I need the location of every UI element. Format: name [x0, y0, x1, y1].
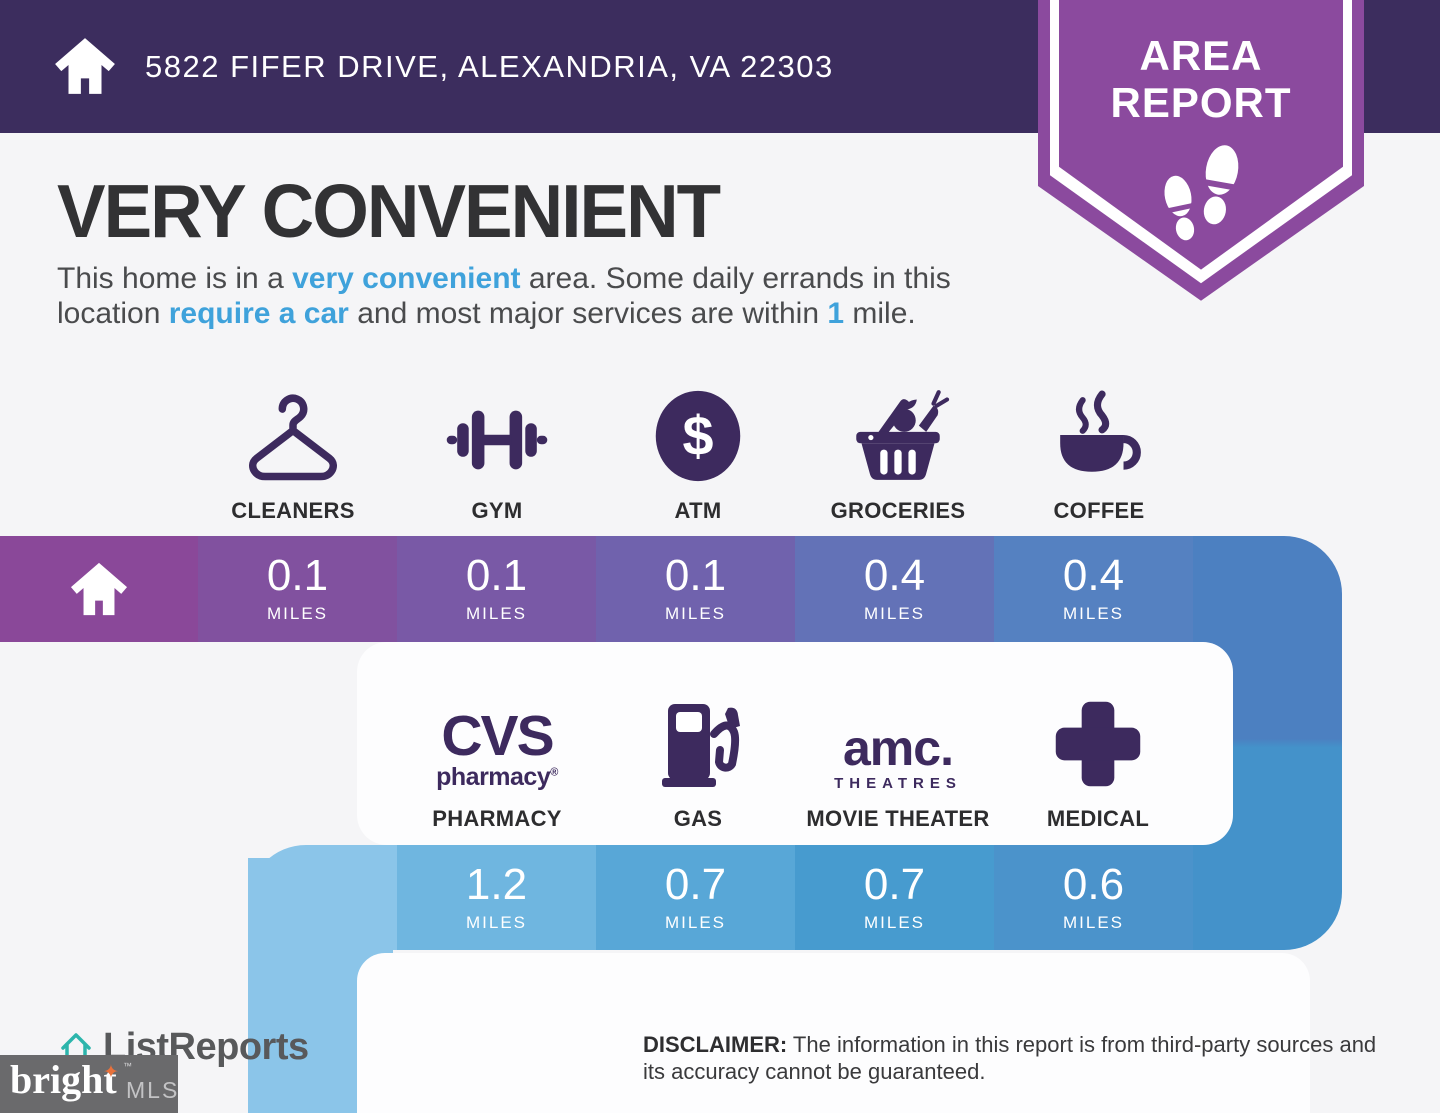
distance-unit: MILES	[664, 604, 727, 623]
home-icon	[55, 38, 115, 94]
trademark-symbol: ™	[123, 1061, 132, 1071]
cvs-pharmacy-logo: CVS pharmacy®	[397, 694, 597, 792]
amenity-label: GAS	[673, 806, 723, 831]
badge-line1: AREA	[1139, 32, 1263, 79]
distance-unit: MILES	[863, 604, 926, 623]
badge-title: AREA REPORT	[1038, 32, 1364, 126]
amenity-label: PHARMACY	[432, 806, 562, 831]
distance-unit: MILES	[664, 912, 727, 932]
amenity-coffee: COFFEE	[999, 386, 1199, 524]
distance-cell-coffee: 0.4 MILES	[994, 536, 1193, 642]
intro-text-1: This home is in a	[57, 262, 293, 295]
footer-panel	[357, 953, 1310, 1113]
amc-logo-subtext: THEATRES	[834, 775, 962, 792]
distance-value: 0.1	[664, 551, 727, 600]
cvs-pharmacy-word: pharmacy	[436, 763, 551, 791]
bright-mls-logo: bright ✦ ™ MLS	[0, 1055, 178, 1113]
mls-wordmark: MLS	[126, 1077, 180, 1103]
bright-wordmark: bright	[10, 1057, 117, 1102]
distance-unit: MILES	[266, 604, 329, 623]
distance-value: 1.2	[465, 859, 528, 909]
cvs-logo-subtext: pharmacy®	[436, 763, 558, 792]
amenity-atm: $ ATM	[598, 386, 798, 524]
amenity-gas: GAS	[598, 694, 798, 832]
distance-value: 0.4	[863, 551, 926, 600]
path-left-strip	[248, 858, 357, 1113]
footprints-icon	[1164, 145, 1239, 241]
disclaimer: DISCLAIMER: The information in this repo…	[643, 1032, 1393, 1086]
distance-value: 0.1	[266, 551, 329, 600]
page-title: VERY CONVENIENT	[57, 169, 721, 253]
distance-value: 0.6	[1062, 859, 1125, 909]
amenity-label: MEDICAL	[1046, 806, 1150, 831]
distance-cell-gym: 0.1 MILES	[397, 536, 596, 642]
dollar-circle-icon: $	[598, 386, 798, 484]
amenity-groceries: GROCERIES	[798, 386, 998, 524]
coffee-cup-icon	[999, 386, 1199, 484]
amenity-label: COFFEE	[1053, 498, 1145, 523]
distance-unit: MILES	[465, 604, 528, 623]
intro-highlight-1: very convenient	[292, 262, 521, 295]
amenity-cleaners: CLEANERS	[193, 386, 393, 524]
amenity-label: GROCERIES	[830, 498, 966, 523]
badge-line2: REPORT	[1110, 79, 1292, 127]
svg-text:$: $	[683, 405, 714, 467]
amenity-gym: GYM	[397, 386, 597, 524]
amenity-label: MOVIE THEATER	[806, 806, 990, 831]
intro-paragraph: This home is in a very convenient area. …	[57, 262, 1022, 331]
amenity-label: ATM	[674, 498, 722, 523]
distance-cell-pharmacy: 1.2 MILES	[397, 845, 596, 950]
distance-cell-medical: 0.6 MILES	[994, 845, 1193, 950]
distance-value: 0.1	[465, 551, 528, 600]
amenity-movie-theater: amc. THEATRES MOVIE THEATER	[798, 694, 998, 832]
distance-unit: MILES	[863, 912, 926, 932]
path-home-cell	[0, 536, 198, 642]
property-address: 5822 FIFER DRIVE, ALEXANDRIA, VA 22303	[145, 48, 834, 84]
amc-logo-text: amc.	[843, 720, 954, 776]
medical-cross-icon	[998, 694, 1198, 792]
distance-value: 0.4	[1062, 551, 1125, 600]
amc-theatres-logo: amc. THEATRES	[798, 694, 998, 792]
distance-value: 0.7	[863, 859, 926, 909]
intro-text-4: mile.	[844, 296, 916, 330]
amenity-label: CLEANERS	[231, 498, 355, 523]
amenity-label: GYM	[471, 498, 523, 523]
dumbbell-icon	[397, 386, 597, 484]
home-icon	[70, 562, 128, 616]
intro-highlight-3: 1	[827, 296, 845, 330]
distance-cell-atm: 0.1 MILES	[596, 536, 795, 642]
grocery-basket-icon	[798, 386, 998, 484]
distance-cell-movie-theater: 0.7 MILES	[795, 845, 994, 950]
area-report-badge: AREA REPORT	[1038, 0, 1364, 310]
distance-unit: MILES	[1062, 912, 1125, 932]
cvs-logo-text: CVS	[441, 703, 554, 768]
distance-cell-cleaners: 0.1 MILES	[198, 536, 397, 642]
intro-text-3: and most major services are within	[348, 296, 828, 330]
distance-value: 0.7	[664, 859, 727, 909]
distance-cell-gas: 0.7 MILES	[596, 845, 795, 950]
disclaimer-text: The information in this report is from t…	[643, 1032, 1377, 1084]
distance-unit: MILES	[1062, 604, 1125, 623]
amenity-medical: MEDICAL	[998, 694, 1198, 832]
hanger-icon	[193, 386, 393, 484]
distance-unit: MILES	[465, 912, 528, 932]
amenity-pharmacy: CVS pharmacy® PHARMACY	[397, 694, 597, 832]
intro-text-2: area. Some daily errands in this locatio…	[57, 262, 951, 330]
distance-cell-groceries: 0.4 MILES	[795, 536, 994, 642]
star-icon: ✦	[103, 1062, 119, 1083]
registered-mark: ®	[550, 766, 558, 779]
disclaimer-label: DISCLAIMER:	[643, 1032, 788, 1057]
intro-highlight-2: require a car	[168, 296, 349, 330]
gas-pump-icon	[598, 694, 798, 792]
